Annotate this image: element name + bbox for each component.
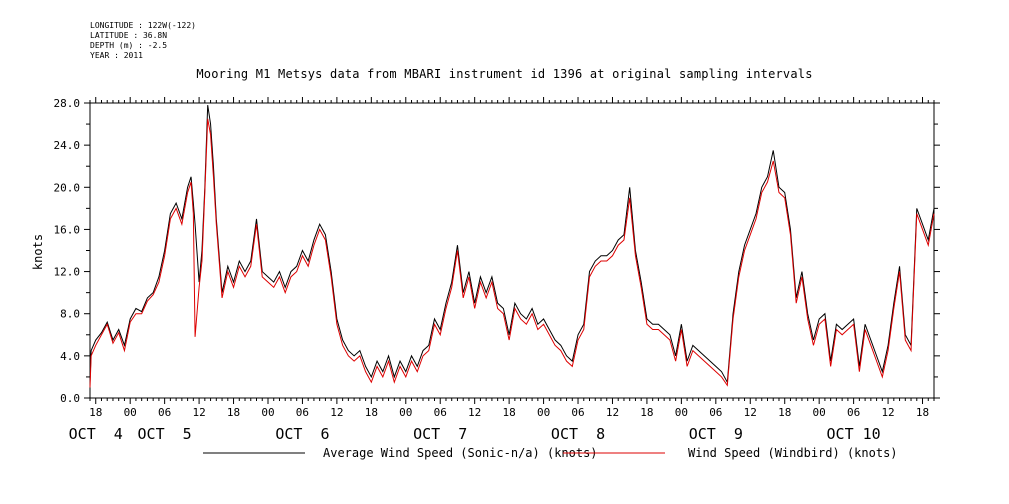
day-label: OCT 6 <box>275 425 329 443</box>
x-tick-label: 18 <box>778 406 791 419</box>
y-axis: 0.0 4.0 8.0 12.0 16.0 20.0 24.0 28.0 <box>54 97 940 405</box>
y-tick-label: 0.0 <box>60 392 80 405</box>
x-tick-label: 18 <box>227 406 240 419</box>
x-tick-label: 00 <box>675 406 688 419</box>
day-label: OCT 4 <box>69 425 123 443</box>
y-tick-label: 28.0 <box>54 97 81 110</box>
x-tick-label: 06 <box>296 406 309 419</box>
longitude-label: LONGITUDE : 122W(-122) <box>90 21 196 30</box>
day-label: OCT 7 <box>413 425 467 443</box>
x-tick-label: 18 <box>503 406 516 419</box>
x-tick-label: 12 <box>881 406 894 419</box>
x-tick-label: 06 <box>709 406 722 419</box>
y-tick-label: 8.0 <box>60 308 80 321</box>
series-line-windbird <box>89 118 935 388</box>
x-tick-label: 06 <box>434 406 447 419</box>
y-tick-label: 4.0 <box>60 350 80 363</box>
latitude-label: LATITUDE : 36.8N <box>90 31 168 40</box>
chart-title: Mooring M1 Metsys data from MBARI instru… <box>196 67 813 81</box>
x-tick-label: 00 <box>124 406 137 419</box>
x-tick-label: 06 <box>847 406 860 419</box>
plot-frame <box>89 102 935 399</box>
day-label: OCT 5 <box>138 425 192 443</box>
legend-label-sonic: Average Wind Speed (Sonic-n/a) (knots) <box>323 446 598 460</box>
x-tick-label: 12 <box>606 406 619 419</box>
x-tick-label: 12 <box>744 406 757 419</box>
day-labels: OCT 4 OCT 5 OCT 6 OCT 7 OCT 8 OCT 9 OCT 10 <box>69 425 881 443</box>
x-tick-label: 00 <box>399 406 412 419</box>
legend: Average Wind Speed (Sonic-n/a) (knots) W… <box>203 446 898 460</box>
x-tick-label: 00 <box>261 406 274 419</box>
x-tick-label: 00 <box>813 406 826 419</box>
y-tick-label: 20.0 <box>54 181 81 194</box>
x-tick-label: 18 <box>365 406 378 419</box>
series-lines <box>89 105 935 388</box>
x-tick-label: 18 <box>916 406 929 419</box>
legend-label-windbird: Wind Speed (Windbird) (knots) <box>688 446 898 460</box>
day-label: OCT 10 <box>827 425 881 443</box>
y-axis-label: knots <box>31 234 45 270</box>
x-tick-label: 12 <box>192 406 205 419</box>
series-line-sonic <box>89 105 935 384</box>
x-tick-label: 00 <box>537 406 550 419</box>
day-label: OCT 9 <box>689 425 743 443</box>
x-tick-label: 18 <box>640 406 653 419</box>
metadata-block: LONGITUDE : 122W(-122) LATITUDE : 36.8N … <box>90 21 196 61</box>
x-tick-label: 06 <box>158 406 171 419</box>
y-tick-label: 24.0 <box>54 139 81 152</box>
y-tick-label: 12.0 <box>54 266 81 279</box>
depth-label: DEPTH (m) : -2.5 <box>90 41 168 50</box>
day-label: OCT 8 <box>551 425 605 443</box>
x-tick-label: 18 <box>89 406 102 419</box>
y-tick-label: 16.0 <box>54 223 81 236</box>
x-tick-label: 06 <box>571 406 584 419</box>
x-axis: 18 00 06 12 18 00 06 12 18 00 06 12 18 00 06 12 18 00 06 12… <box>89 97 935 419</box>
year-label: YEAR : 2011 <box>90 51 143 60</box>
x-tick-label: 12 <box>468 406 481 419</box>
x-tick-label: 12 <box>330 406 343 419</box>
